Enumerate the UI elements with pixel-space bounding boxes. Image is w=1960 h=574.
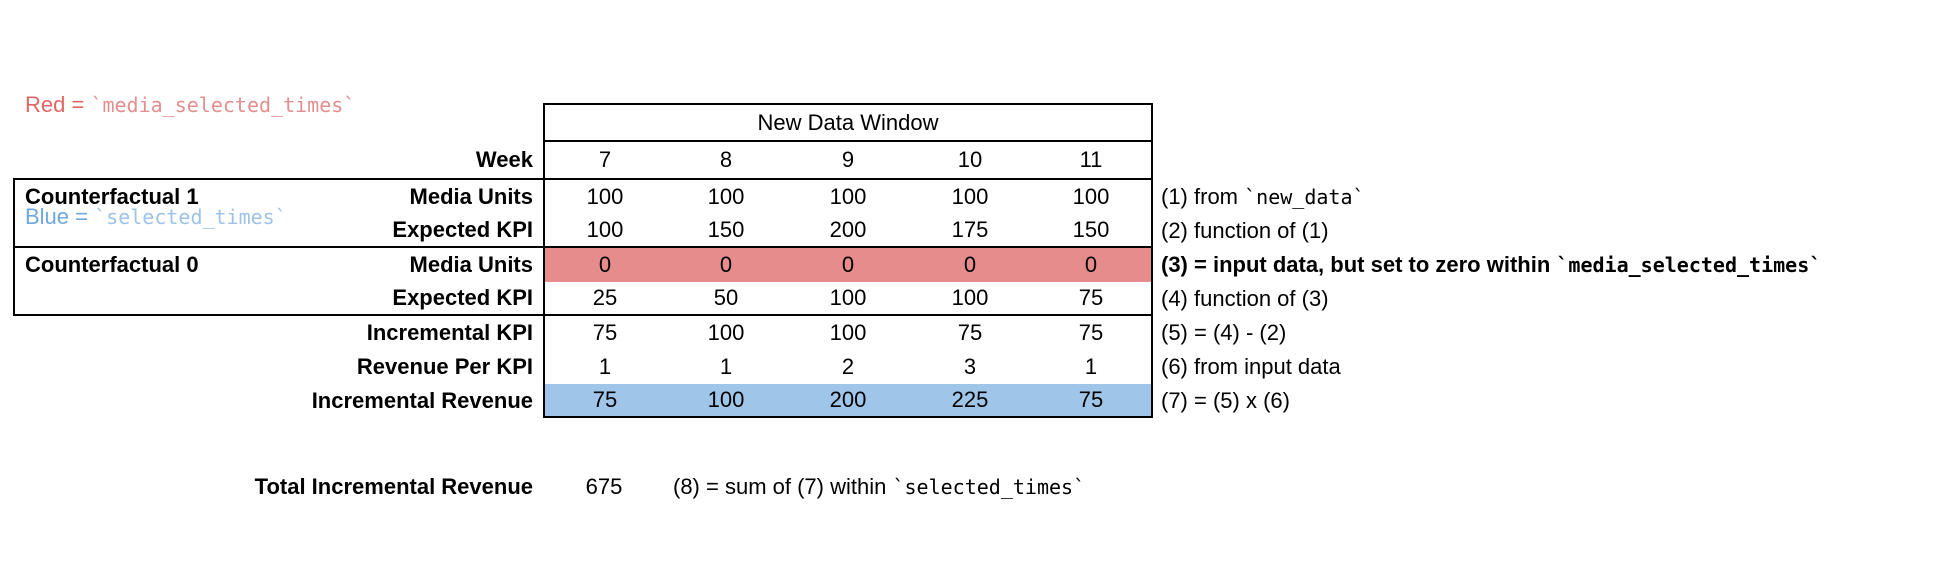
data-cell: 75 [1031, 316, 1153, 350]
row-annotation: (1) from `new_data` [1153, 180, 1821, 214]
data-cell: 75 [1031, 282, 1153, 316]
annotation-text: (4) function of (3) [1161, 286, 1329, 311]
annotation-code: `new_data` [1244, 185, 1365, 209]
data-cell: 150 [665, 214, 787, 248]
data-cell: 50 [665, 282, 787, 316]
data-cell: 175 [909, 214, 1031, 248]
legend-blue: Blue = `selected_times` [25, 198, 355, 236]
data-cell-red: 0 [787, 248, 909, 282]
data-cell-red: 0 [1031, 248, 1153, 282]
data-cell: 25 [543, 282, 665, 316]
total-value: 675 [585, 474, 623, 499]
row-annotation: (5) = (4) - (2) [1153, 316, 1821, 350]
row-label: Revenue Per KPI [356, 354, 533, 379]
legend-blue-label: Blue = [25, 204, 95, 229]
data-cell-blue: 100 [665, 384, 787, 418]
data-cell: 150 [1031, 214, 1153, 248]
annotation-text: (1) from [1161, 184, 1245, 209]
header-annotation-spacer [1153, 103, 1821, 142]
header-spacer [13, 103, 543, 142]
data-cell: 100 [787, 282, 909, 316]
data-cell-blue: 200 [787, 384, 909, 418]
total-annotation: (8) = sum of (7) within `selected_times` [665, 470, 1085, 504]
data-cell: 100 [1031, 180, 1153, 214]
row-annotation: (4) function of (3) [1153, 282, 1821, 316]
data-cell: 100 [829, 320, 867, 345]
annotation-code: `media_selected_times` [1556, 253, 1822, 277]
total-row: Total Incremental Revenue 675 (8) = sum … [13, 470, 1085, 504]
data-cell: 1 [1031, 350, 1153, 384]
row-annotation: (7) = (5) x (6) [1153, 384, 1821, 418]
annotation-text: (8) = sum of (7) within [673, 474, 893, 499]
annotation-text: (5) = (4) - (2) [1161, 320, 1287, 345]
group-label-counterfactual-0: Counterfactual 0 [25, 252, 199, 277]
data-cell: 200 [787, 214, 909, 248]
data-cell: 100 [909, 282, 1031, 316]
data-cell-blue: 75 [543, 384, 665, 418]
row-annotation: (2) function of (1) [1153, 214, 1821, 248]
row-label: Media Units [409, 252, 533, 277]
data-cell-red: 0 [909, 248, 1031, 282]
legend-red: Red = `media_selected_times` [25, 86, 355, 124]
group-label-counterfactual-1: Counterfactual 1 [25, 184, 199, 209]
row-label: Expected KPI [13, 214, 543, 248]
row-label: Incremental KPI [366, 320, 533, 345]
legend-red-label: Red = [25, 92, 91, 117]
data-cell: 3 [963, 354, 977, 379]
row-label: Expected KPI [13, 282, 543, 316]
data-cell: 75 [957, 320, 983, 345]
data-cell: 2 [841, 354, 855, 379]
row-label: Media Units [409, 184, 533, 209]
annotation-code: `selected_times` [892, 475, 1086, 499]
row-annotation: (3) = input data, but set to zero within… [1153, 248, 1821, 282]
annotation-text: (2) function of (1) [1161, 218, 1329, 243]
data-cell: 100 [829, 184, 867, 209]
data-cell: 100 [543, 214, 665, 248]
annotation-text: (3) = input data, but set to zero within [1161, 252, 1557, 277]
row-annotation: (6) from input data [1153, 350, 1821, 384]
week-value: 8 [665, 142, 787, 180]
data-cell: 100 [707, 320, 745, 345]
week-value: 10 [909, 142, 1031, 180]
counterfactual-table: New Data Window Week 7 8 9 10 11 Counter… [13, 103, 1821, 418]
row-label-group: Counterfactual 1 Media Units [13, 180, 543, 214]
week-value: 9 [787, 142, 909, 180]
legend-red-code: `media_selected_times` [90, 93, 356, 117]
week-annotation-spacer [1153, 142, 1821, 180]
week-value: 11 [1031, 142, 1153, 180]
data-cell: 1 [719, 354, 733, 379]
data-cell-blue: 225 [909, 384, 1031, 418]
row-label: Incremental Revenue [311, 388, 533, 413]
data-cell-blue: 75 [1031, 384, 1153, 418]
data-cell: 1 [543, 350, 665, 384]
new-data-window-header: New Data Window [543, 103, 1153, 142]
data-cell: 75 [543, 316, 665, 350]
row-label-group: Counterfactual 0 Media Units [13, 248, 543, 282]
data-cell: 100 [543, 180, 665, 214]
annotation-text: (6) from input data [1161, 354, 1341, 379]
total-label: Total Incremental Revenue [254, 474, 533, 499]
legend: Red = `media_selected_times` Blue = `sel… [25, 12, 355, 310]
legend-blue-code: `selected_times` [94, 205, 287, 229]
data-cell: 100 [951, 184, 989, 209]
data-cell-red: 0 [665, 248, 787, 282]
week-value: 7 [543, 142, 665, 180]
data-cell: 100 [707, 184, 745, 209]
annotation-text: (7) = (5) x (6) [1161, 388, 1290, 413]
data-cell-red: 0 [543, 248, 665, 282]
week-label: Week [13, 142, 543, 180]
